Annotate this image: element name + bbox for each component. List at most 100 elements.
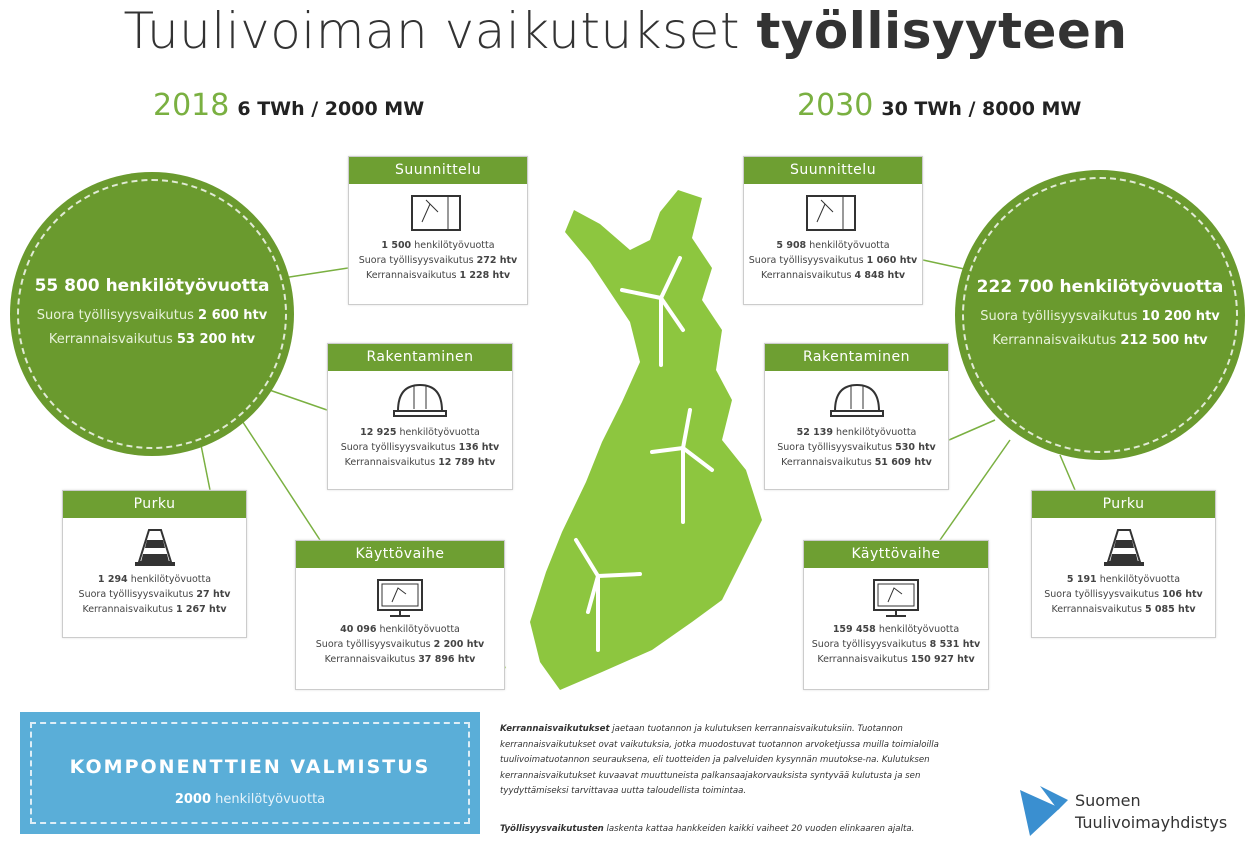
logo-mark [1020,786,1068,836]
phase-indirect: Kerrannaisvaikutus 5 085 htv [1032,602,1215,617]
phase-name: Purku [63,491,246,518]
phase-box: Purku 1 294 henkilötyövuotta Suora työllis… [62,490,247,638]
phase-indirect-label: Kerrannaisvaikutus [1051,604,1142,615]
phase-direct-label: Suora työllisyysvaikutus [358,255,474,266]
phase-icon [873,579,919,617]
phase-direct-value: 2 200 htv [433,639,485,650]
phase-indirect: Kerrannaisvaikutus 51 609 htv [765,455,948,470]
phase-total-value: 52 139 [796,427,833,438]
phase-direct-label: Suora työllisyysvaikutus [340,442,456,453]
phase-total-unit: henkilötyövuotta [809,240,890,251]
phase-box: Käyttövaihe 40 096 henkilötyövuotta Suora … [295,540,505,690]
phase-total-value: 1 500 [381,240,412,251]
phase-indirect-label: Kerrannaisvaikutus [781,457,872,468]
phase-total: 40 096 henkilötyövuotta [296,622,504,637]
phase-total-unit: henkilötyövuotta [878,624,960,635]
phase-icon [1103,529,1144,566]
phase-indirect-value: 150 927 htv [910,654,975,665]
phase-indirect-value: 1 267 htv [176,604,227,615]
phase-direct: Suora työllisyysvaikutus 106 htv [1032,587,1215,602]
phase-total-unit: henkilötyövuotta [836,427,917,438]
phase-indirect-label: Kerrannaisvaikutus [324,654,416,665]
phase-direct: Suora työllisyysvaikutus 27 htv [63,587,246,602]
phase-direct-value: 27 htv [196,589,231,600]
note-bold: Työllisyysvaikutusten [500,824,604,834]
phase-total: 12 925 henkilötyövuotta [328,425,512,440]
phase-indirect-value: 37 896 htv [418,654,476,665]
phase-name: Käyttövaihe [804,541,988,568]
total-circle: 55 800 henkilötyövuotta Suora työllisyysv… [10,172,294,456]
phase-total: 52 139 henkilötyövuotta [765,425,948,440]
phase-direct-label: Suora työllisyysvaikutus [811,639,927,650]
dashed-ring [962,177,1238,453]
title-light: Tuulivoiman vaikutukset [123,2,741,60]
phase-direct: Suora työllisyysvaikutus 272 htv [349,253,527,268]
phase-total-value: 5 908 [776,240,807,251]
scenario-heading: 2030 30 TWh / 8000 MW [797,88,1081,123]
phase-direct: Suora työllisyysvaikutus 136 htv [328,440,512,455]
note-text: laskenta kattaa hankkeiden kaikki vaihee… [606,824,915,834]
phase-direct-label: Suora työllisyysvaikutus [1044,589,1160,600]
phase-direct-label: Suora työllisyysvaikutus [315,639,431,650]
note-text: jaetaan tuotannon ja kulutuksen kerranna… [500,724,939,796]
phase-total-unit: henkilötyövuotta [130,574,212,585]
note: Työllisyysvaikutusten laskenta kattaa ha… [500,822,970,838]
phase-total: 5 908 henkilötyövuotta [744,238,922,253]
phase-box: Käyttövaihe 159 458 henkilötyövuotta Suora… [803,540,989,690]
phase-total-value: 40 096 [340,624,377,635]
phase-total: 1 294 henkilötyövuotta [63,572,246,587]
phase-name: Rakentaminen [765,344,948,371]
scenario-year: 2018 [153,88,230,123]
phase-indirect: Kerrannaisvaikutus 1 267 htv [63,602,246,617]
phase-name: Suunnittelu [349,157,527,184]
phase-name: Käyttövaihe [296,541,504,568]
phase-total: 159 458 henkilötyövuotta [804,622,988,637]
title-bold: työllisyyteen [756,2,1128,60]
phase-total-unit: henkilötyövuotta [414,240,495,251]
phase-direct-value: 272 htv [476,255,518,266]
phase-direct: Suora työllisyysvaikutus 2 200 htv [296,637,504,652]
phase-indirect-label: Kerrannaisvaikutus [760,270,852,281]
phase-direct-value: 1 060 htv [866,255,918,266]
components-value: 2000 henkilötyövuotta [20,792,480,807]
scenario-capacity: 6 TWh / 2000 MW [237,98,425,120]
phase-total-value: 159 458 [832,624,876,635]
phase-name: Suunnittelu [744,157,922,184]
phase-direct-label: Suora työllisyysvaikutus [748,255,864,266]
phase-direct-value: 106 htv [1162,589,1203,600]
phase-indirect-value: 51 609 htv [874,457,932,468]
phase-direct-value: 136 htv [458,442,500,453]
components-title: KOMPONENTTIEN VALMISTUS [69,756,431,778]
phase-indirect-value: 4 848 htv [854,270,906,281]
phase-indirect-label: Kerrannaisvaikutus [82,604,173,615]
phase-box: Rakentaminen 52 139 henkilötyövuotta Suora… [764,343,949,490]
phase-indirect: Kerrannaisvaikutus 4 848 htv [744,268,922,283]
logo-line: Suomen [1075,791,1141,810]
dashed-ring [17,179,287,449]
components-unit: henkilötyövuotta [215,792,326,807]
phase-indirect: Kerrannaisvaikutus 150 927 htv [804,652,988,667]
phase-direct: Suora työllisyysvaikutus 530 htv [765,440,948,455]
note-bold: Kerrannaisvaikutukset [500,724,610,734]
phase-total-unit: henkilötyövuotta [379,624,460,635]
phase-box: Rakentaminen 12 925 henkilötyövuotta Suora… [327,343,513,490]
phase-direct-value: 8 531 htv [929,639,981,650]
phase-total-value: 5 191 [1066,574,1097,585]
scenario-heading: 2018 6 TWh / 2000 MW [153,88,424,123]
phase-indirect-label: Kerrannaisvaikutus [817,654,908,665]
phase-box: Suunnittelu 1 500 henkilötyövuotta Suora t… [348,156,528,305]
phase-icon [377,579,423,617]
phase-name: Purku [1032,491,1215,518]
note: Kerrannaisvaikutukset jaetaan tuotannon … [500,722,970,800]
phase-direct-value: 530 htv [895,442,936,453]
phase-indirect: Kerrannaisvaikutus 12 789 htv [328,455,512,470]
scenario-capacity: 30 TWh / 8000 MW [881,98,1082,120]
phase-indirect: Kerrannaisvaikutus 1 228 htv [349,268,527,283]
phase-indirect-label: Kerrannaisvaikutus [344,457,436,468]
components-number: 2000 [174,792,212,807]
phase-total-value: 1 294 [97,574,128,585]
phase-box: Suunnittelu 5 908 henkilötyövuotta Suora t… [743,156,923,305]
phase-indirect-value: 5 085 htv [1145,604,1196,615]
